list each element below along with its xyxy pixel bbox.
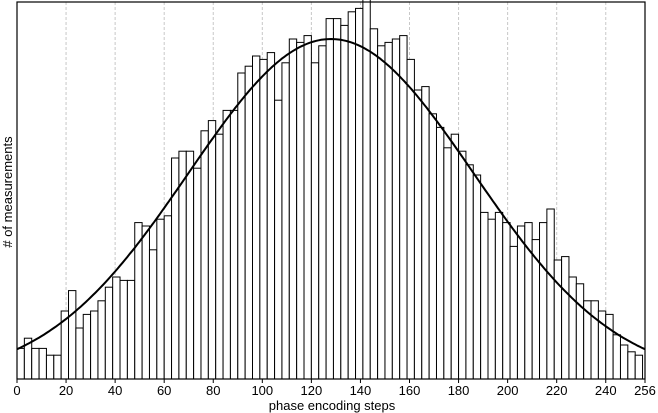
histogram-bar bbox=[75, 327, 84, 380]
histogram-bar bbox=[126, 279, 136, 380]
histogram-bar bbox=[509, 245, 518, 380]
histogram-bar bbox=[193, 167, 202, 380]
histogram-bar bbox=[539, 222, 548, 380]
histogram-bar bbox=[413, 89, 423, 380]
histogram-bar bbox=[119, 279, 128, 380]
x-tick-label: 100 bbox=[251, 383, 273, 398]
histogram-bar bbox=[90, 310, 99, 380]
histogram-bar bbox=[310, 62, 320, 380]
x-tick-label: 80 bbox=[206, 383, 220, 398]
histogram-bar bbox=[148, 249, 158, 380]
histogram-bar bbox=[325, 18, 334, 380]
histogram-bar bbox=[82, 313, 92, 380]
histogram-bar bbox=[568, 276, 577, 380]
histogram-bar bbox=[435, 126, 445, 380]
x-tick-label: 20 bbox=[59, 383, 73, 398]
histogram-bar bbox=[399, 35, 408, 380]
bars bbox=[16, 0, 644, 380]
histogram-bar bbox=[391, 38, 401, 380]
histogram-bar bbox=[362, 0, 371, 380]
histogram-bar bbox=[38, 347, 47, 380]
histogram-bar bbox=[494, 211, 504, 380]
histogram-bar bbox=[288, 38, 298, 380]
histogram-bar bbox=[406, 58, 415, 380]
y-axis-title: # of measurements bbox=[0, 136, 15, 248]
histogram-bar bbox=[605, 313, 614, 380]
x-tick-label: 0 bbox=[13, 383, 20, 398]
histogram-bar bbox=[487, 218, 496, 380]
histogram-bar bbox=[450, 133, 460, 380]
histogram-bar bbox=[31, 347, 40, 380]
histogram-bar bbox=[590, 300, 599, 380]
histogram-bar bbox=[612, 334, 621, 380]
histogram-bar bbox=[347, 11, 357, 380]
x-tick-label: 200 bbox=[497, 383, 519, 398]
x-tick-label: 240 bbox=[595, 383, 617, 398]
histogram-bar bbox=[215, 133, 224, 380]
histogram-bar bbox=[377, 45, 386, 380]
histogram-bar bbox=[222, 109, 231, 380]
histogram-bar bbox=[575, 283, 585, 380]
gaussian-fit-curve bbox=[16, 37, 646, 351]
histogram-bar bbox=[68, 290, 77, 380]
histogram-bar bbox=[200, 130, 209, 380]
x-tick-label: 60 bbox=[157, 383, 171, 398]
histogram-bar bbox=[443, 147, 452, 380]
histogram-bar bbox=[266, 52, 276, 380]
histogram-bar bbox=[421, 86, 430, 380]
histogram-bar bbox=[553, 259, 563, 380]
histogram-bar bbox=[274, 99, 283, 380]
histogram-bar bbox=[428, 113, 437, 380]
histogram-bar bbox=[619, 344, 629, 380]
x-tick-label: 220 bbox=[546, 383, 568, 398]
histogram-bar bbox=[53, 354, 62, 380]
histogram-bar bbox=[369, 28, 379, 380]
histogram-bar bbox=[97, 300, 106, 380]
histogram-bar bbox=[332, 18, 342, 380]
x-tick-label: 160 bbox=[399, 383, 421, 398]
histogram-bar bbox=[458, 150, 467, 380]
histogram-bar bbox=[303, 35, 312, 380]
x-tick-label: 180 bbox=[448, 383, 470, 398]
x-tick-label: 40 bbox=[108, 383, 122, 398]
histogram-bar bbox=[627, 351, 636, 380]
x-axis-ticks: 0 20 40 60 80 100 120 140 160 180 200 220 240 256 bbox=[13, 379, 656, 398]
histogram-bar bbox=[480, 211, 489, 380]
histogram-bar bbox=[141, 225, 150, 380]
histogram-bar bbox=[112, 276, 121, 380]
histogram-bar bbox=[318, 45, 327, 380]
histogram-bar bbox=[156, 218, 165, 380]
x-axis-title: phase encoding steps bbox=[269, 398, 396, 413]
histogram-bar bbox=[516, 225, 526, 380]
histogram-bar bbox=[207, 120, 217, 380]
histogram-bar bbox=[163, 215, 173, 380]
plot-frame bbox=[16, 1, 646, 380]
histogram-bar bbox=[45, 354, 55, 380]
x-tick-label: 256 bbox=[634, 383, 656, 398]
histogram-bar bbox=[502, 222, 511, 380]
histogram-bar bbox=[634, 354, 644, 380]
histogram-bar bbox=[561, 256, 570, 380]
histogram-bar bbox=[296, 41, 305, 380]
histogram-bar bbox=[340, 24, 349, 380]
x-tick-label: 120 bbox=[301, 383, 323, 398]
histogram-bar bbox=[281, 62, 290, 380]
histogram-bar bbox=[355, 7, 364, 380]
histogram-bar bbox=[465, 164, 474, 380]
histogram-bar bbox=[472, 174, 482, 380]
histogram-bar bbox=[252, 55, 261, 380]
histogram-bar bbox=[104, 286, 114, 380]
histogram-bar bbox=[244, 65, 253, 380]
histogram-bar bbox=[185, 150, 195, 380]
x-tick-label: 140 bbox=[350, 383, 372, 398]
histogram-bar bbox=[229, 109, 239, 380]
histogram-bar bbox=[16, 347, 25, 380]
histogram-bar bbox=[546, 208, 555, 380]
histogram-bar bbox=[259, 58, 268, 380]
histogram-bar bbox=[237, 72, 246, 380]
histogram-bar bbox=[384, 41, 393, 380]
